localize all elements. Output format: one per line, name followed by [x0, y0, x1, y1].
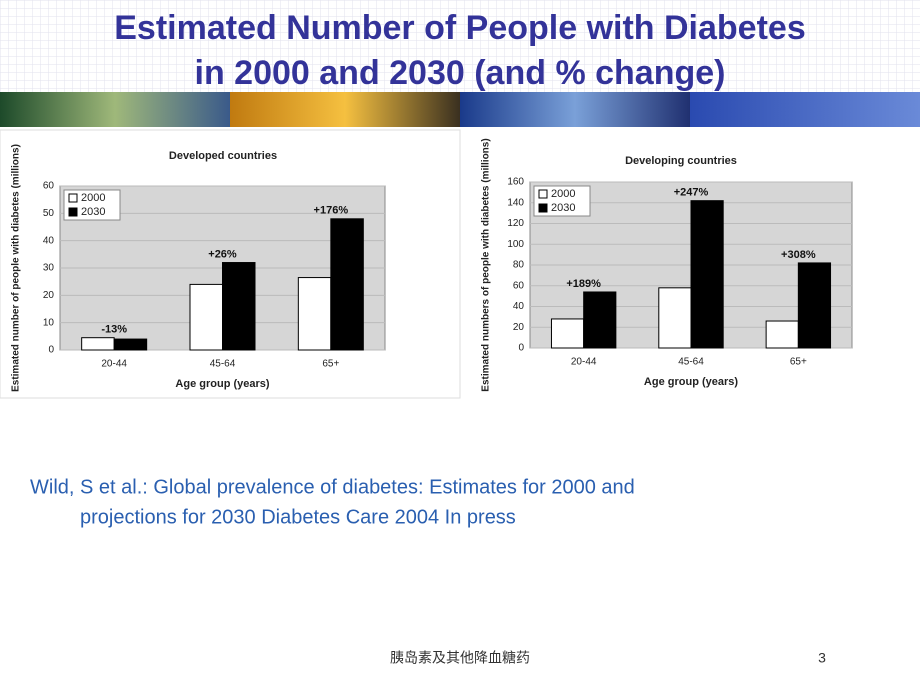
citation: Wild, S et al.: Global prevalence of dia… [30, 476, 635, 498]
legend-entry: 2000 [551, 188, 575, 200]
chart-title: Developed countries [169, 150, 277, 162]
x-tick-label: 20-44 [101, 359, 127, 370]
x-tick-label: 45-64 [210, 359, 236, 370]
legend-entry: 2000 [81, 192, 105, 204]
y-tick-label: 140 [507, 197, 524, 208]
bar [113, 338, 148, 351]
y-tick-label: 0 [518, 343, 524, 354]
x-axis-label: Age group (years) [644, 376, 738, 388]
y-axis-label: Estimated numbers of people with diabete… [481, 138, 492, 391]
y-tick-label: 120 [507, 218, 524, 229]
x-tick-label: 65+ [322, 359, 339, 370]
y-tick-label: 60 [43, 181, 55, 192]
change-label: +308% [781, 249, 816, 261]
bar [222, 262, 256, 351]
legend-swatch [538, 189, 548, 199]
y-tick-label: 20 [513, 322, 525, 333]
header-background [0, 0, 920, 92]
slide-title: Estimated Number of People with Diabetes [114, 9, 805, 47]
banner-image [0, 92, 230, 127]
bar [189, 283, 223, 351]
citation: projections for 2030 Diabetes Care 2004 … [80, 506, 516, 528]
x-axis-label: Age group (years) [175, 378, 269, 390]
x-tick-label: 45-64 [678, 357, 704, 368]
bar [583, 291, 617, 349]
change-label: +176% [314, 205, 349, 217]
banner-image [690, 92, 920, 127]
bar [658, 287, 692, 349]
bar [765, 320, 799, 349]
bar [81, 337, 115, 351]
change-label: +26% [208, 248, 237, 260]
bar [297, 277, 332, 351]
bar [690, 200, 724, 349]
banner-image [230, 92, 460, 127]
y-tick-label: 40 [43, 235, 55, 246]
bar [797, 262, 832, 349]
legend-entry: 2030 [81, 206, 105, 218]
change-label: +247% [674, 187, 709, 199]
legend-swatch [68, 193, 78, 203]
y-tick-label: 20 [43, 290, 55, 301]
footer: 胰岛素及其他降血糖药 [390, 650, 530, 666]
y-axis-label: Estimated number of people with diabetes… [11, 144, 22, 392]
y-tick-label: 60 [513, 280, 525, 291]
y-tick-label: 40 [513, 301, 525, 312]
x-tick-label: 65+ [790, 357, 807, 368]
y-tick-label: 160 [507, 177, 524, 188]
page-number: 3 [818, 650, 826, 666]
bar [330, 218, 364, 351]
banner-image [460, 92, 690, 127]
legend-entry: 2030 [551, 202, 575, 214]
legend-swatch [68, 207, 78, 217]
x-tick-label: 20-44 [571, 357, 597, 368]
legend-swatch [538, 203, 548, 213]
chart-title: Developing countries [625, 155, 737, 167]
y-tick-label: 0 [48, 345, 54, 356]
y-tick-label: 10 [43, 317, 55, 328]
y-tick-label: 100 [507, 239, 524, 250]
slide-title: in 2000 and 2030 (and % change) [195, 54, 726, 92]
change-label: -13% [101, 324, 127, 336]
y-tick-label: 50 [43, 208, 55, 219]
y-tick-label: 30 [43, 263, 55, 274]
bar [550, 318, 585, 349]
change-label: +189% [566, 278, 601, 290]
y-tick-label: 80 [513, 260, 525, 271]
